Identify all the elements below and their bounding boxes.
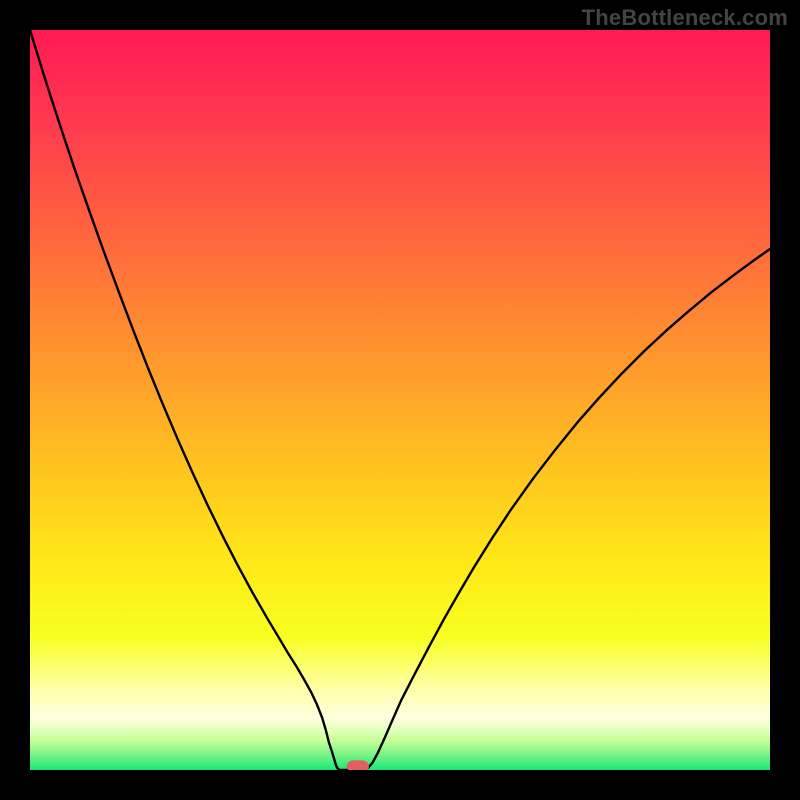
watermark-text: TheBottleneck.com	[582, 5, 788, 31]
bottleneck-chart	[0, 0, 800, 800]
plot-background	[30, 30, 770, 770]
chart-frame: TheBottleneck.com	[0, 0, 800, 800]
